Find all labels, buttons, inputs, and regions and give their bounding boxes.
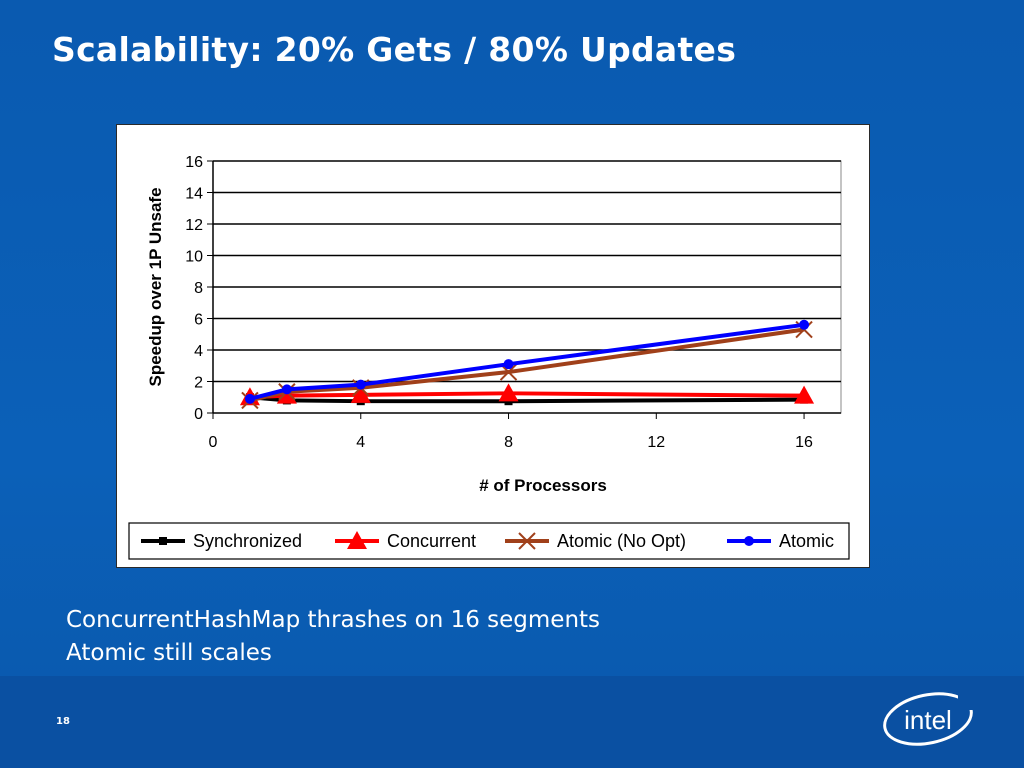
data-point-atomic xyxy=(281,384,292,395)
legend-marker-synchronized xyxy=(159,537,167,545)
data-point-atomic xyxy=(799,319,810,330)
y-tick-label: 12 xyxy=(185,217,203,234)
y-tick-label: 4 xyxy=(194,343,203,360)
x-axis-title: # of Processors xyxy=(479,476,607,495)
x-tick-label: 8 xyxy=(504,434,513,451)
legend-marker-concurrent xyxy=(347,531,367,549)
data-point-atomic xyxy=(503,359,514,370)
x-tick-label: 4 xyxy=(356,434,365,451)
x-tick-label: 12 xyxy=(647,434,665,451)
legend-label-atomic-no-opt: Atomic (No Opt) xyxy=(557,531,686,551)
data-point-concurrent xyxy=(350,384,371,403)
footer-band xyxy=(0,676,1024,768)
legend-label-concurrent: Concurrent xyxy=(387,531,476,551)
y-tick-label: 14 xyxy=(185,186,203,203)
y-tick-label: 2 xyxy=(194,375,203,392)
legend-label-atomic: Atomic xyxy=(779,531,834,551)
page-number: 18 xyxy=(56,716,70,727)
logo-cover xyxy=(958,694,978,710)
y-tick-label: 0 xyxy=(194,406,203,423)
data-point-atomic xyxy=(355,379,366,390)
line-chart: 0 2 4 6 8 10 12 14 16 0 4 8 12 16 # of Processors Speed… xyxy=(128,154,850,560)
slide-title: Scalability: 20% Gets / 80% Updates xyxy=(52,30,737,69)
y-tick-label: 6 xyxy=(194,312,203,329)
data-point-concurrent xyxy=(794,385,815,404)
chart-frame: 0 2 4 6 8 10 12 14 16 0 4 8 12 16 # of Processors Speed… xyxy=(116,124,870,568)
legend-label-synchronized: Synchronized xyxy=(193,531,302,551)
legend-marker-atomic-no-opt xyxy=(518,532,536,550)
y-axis-title: Speedup over 1P Unsafe xyxy=(146,187,165,386)
bullet-item: Atomic still scales xyxy=(66,640,272,666)
bullet-item: ConcurrentHashMap thrashes on 16 segment… xyxy=(66,607,601,633)
bullet-list: ConcurrentHashMap thrashes on 16 segment… xyxy=(66,604,966,670)
y-tick-label: 16 xyxy=(185,154,203,171)
x-tick-label: 0 xyxy=(209,434,218,451)
data-point-concurrent xyxy=(276,385,297,404)
logo-wordmark: intel xyxy=(904,705,952,735)
y-tick-label: 8 xyxy=(194,280,203,297)
data-point-atomic xyxy=(244,393,255,404)
x-tick-label: 16 xyxy=(795,434,813,451)
intel-logo: intel xyxy=(883,692,978,746)
legend-marker-atomic xyxy=(744,536,754,546)
data-point-concurrent xyxy=(498,383,519,402)
y-tick-label: 10 xyxy=(185,249,203,266)
